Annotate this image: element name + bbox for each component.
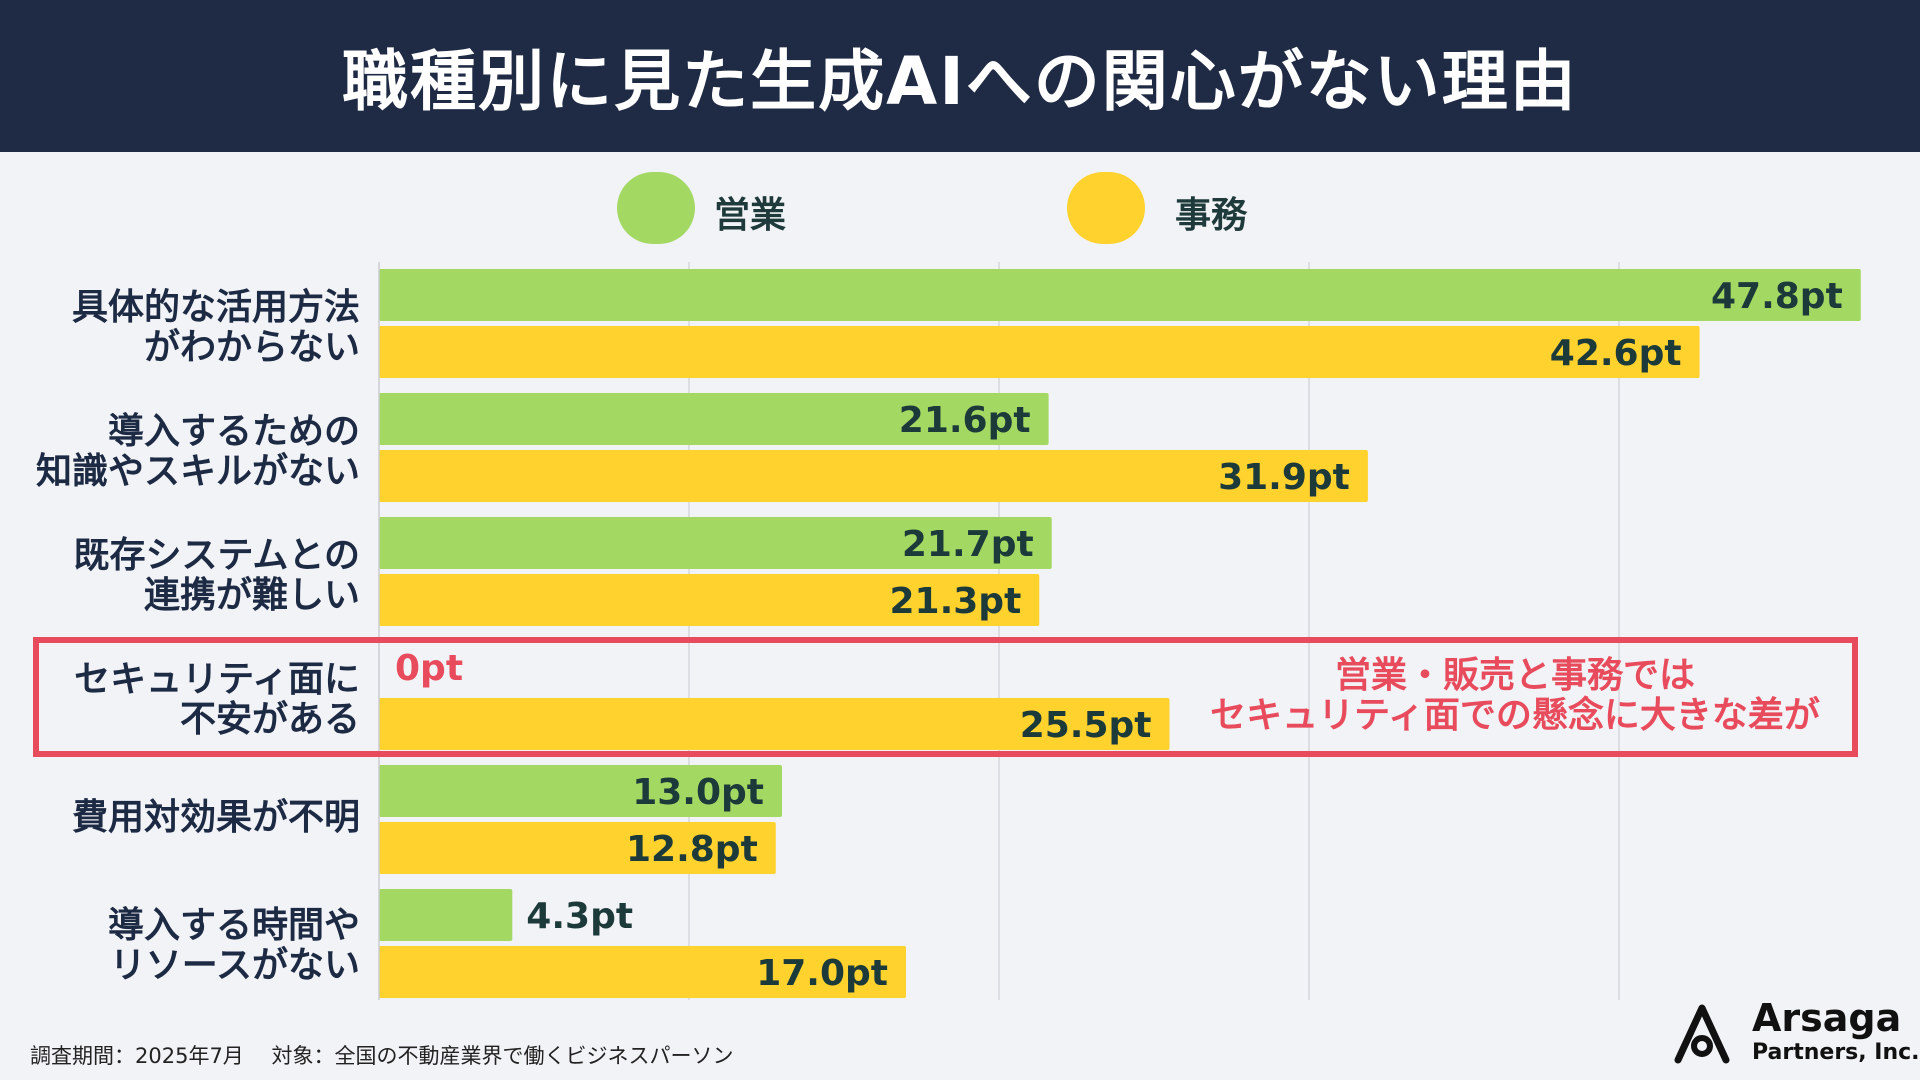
data-label: 4.3pt (526, 896, 633, 937)
data-label: 12.8pt (626, 829, 758, 870)
bar-sales (379, 889, 513, 941)
category-label: 導入する時間や リソースがない (107, 905, 360, 986)
brand-subtitle: Partners, Inc. (1752, 1040, 1920, 1065)
category-label: 費用対効果が不明 (71, 797, 360, 838)
survey-note: 調査期間：2025年7月 対象：全国の不動産業界で働くビジネスパーソン (30, 1044, 734, 1068)
bar-office (379, 574, 1040, 626)
data-label: 0pt (395, 648, 463, 689)
data-label: 31.9pt (1218, 457, 1350, 498)
data-label: 21.6pt (899, 400, 1031, 441)
data-label: 13.0pt (632, 772, 764, 813)
highlight-box (33, 637, 1858, 757)
legend-label-office: 事務 (1175, 195, 1248, 236)
bar-office (379, 450, 1368, 502)
bar-office (379, 698, 1170, 750)
data-label: 42.6pt (1550, 333, 1682, 374)
category-label: 導入するための 知識やスキルがない (35, 411, 360, 492)
legend-label-sales: 営業 (714, 195, 787, 236)
brand-name: Arsaga (1752, 996, 1902, 1040)
category-label: 既存システムとの 連携が難しい (73, 535, 360, 616)
data-label: 47.8pt (1711, 276, 1843, 317)
page-title: 職種別に見た生成AIへの関心がない理由 (342, 43, 1578, 120)
bar-sales (379, 765, 782, 817)
bar-sales (379, 517, 1052, 569)
bar-office (379, 822, 776, 874)
annotation-callout: 営業・販売と事務では セキュリティ面での懸念に大きな差が (1210, 655, 1820, 736)
bar-office (379, 946, 906, 998)
data-label: 21.3pt (889, 581, 1021, 622)
legend-swatch-sales (617, 172, 695, 244)
arsaga-logo-icon (1674, 1004, 1730, 1064)
bar-sales (379, 269, 1861, 321)
bar-sales (379, 393, 1049, 445)
category-label: セキュリティ面に 不安がある (74, 659, 360, 740)
bar-office (379, 326, 1700, 378)
category-label: 具体的な活用方法 がわからない (71, 287, 360, 368)
data-label: 21.7pt (902, 524, 1034, 565)
data-label: 17.0pt (756, 953, 888, 994)
data-label: 25.5pt (1020, 705, 1152, 746)
header-banner: 職種別に見た生成AIへの関心がない理由 (0, 0, 1920, 152)
legend-swatch-office (1067, 172, 1145, 244)
